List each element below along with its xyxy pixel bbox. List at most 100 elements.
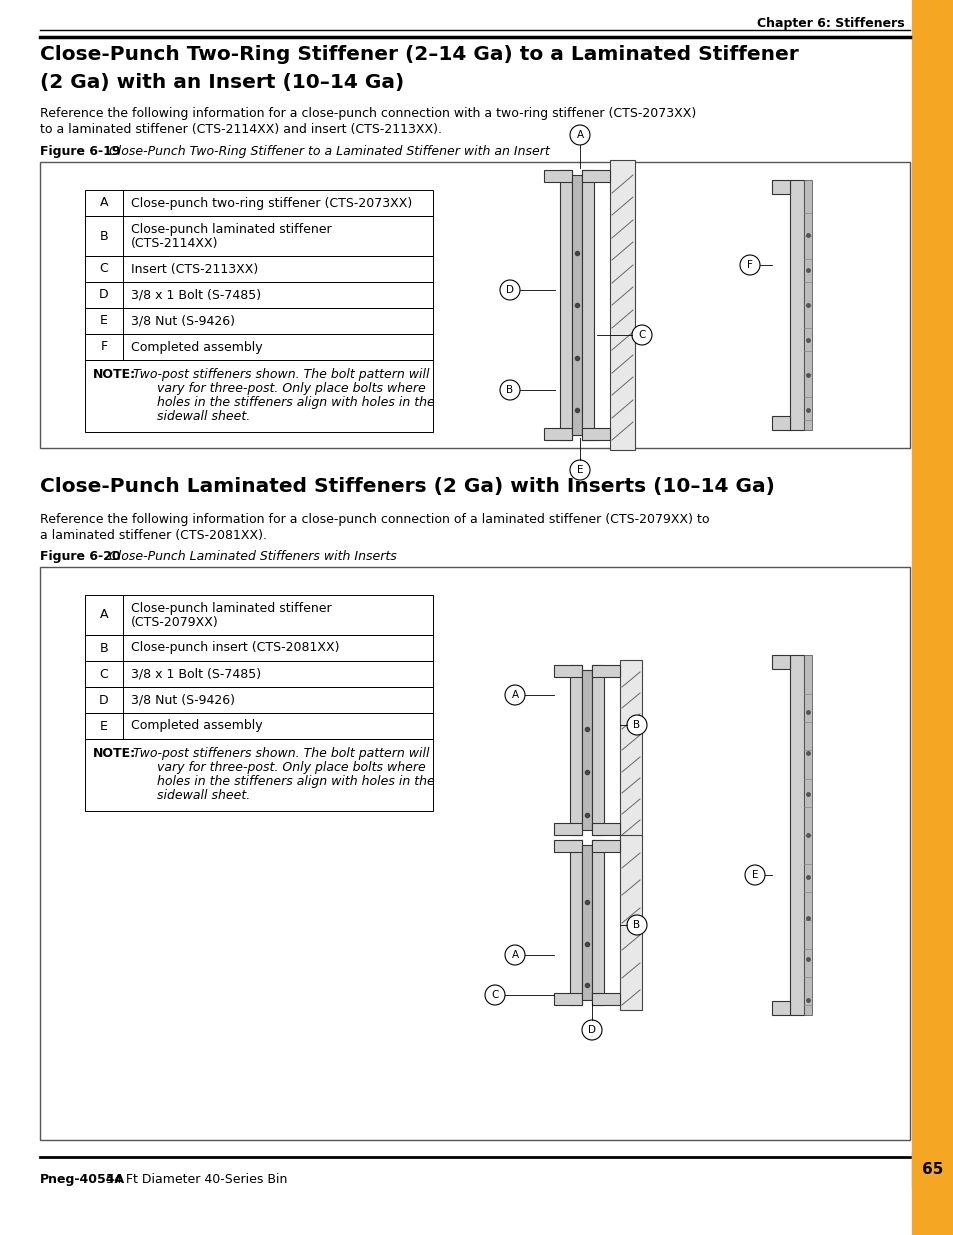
Text: D: D [505,285,514,295]
Bar [592,993,619,1005]
Bar [581,845,592,1000]
Circle shape [504,685,524,705]
Text: to a laminated stiffener (CTS-2114XX) and insert (CTS-2113XX).: to a laminated stiffener (CTS-2114XX) an… [40,124,441,136]
Bar [592,664,619,677]
Circle shape [631,325,651,345]
Text: B: B [99,230,109,242]
Bar [40,162,909,448]
Text: Completed assembly: Completed assembly [131,720,262,732]
Text: Insert (CTS-2113XX): Insert (CTS-2113XX) [131,263,258,275]
Bar [581,170,594,440]
Bar [85,282,433,308]
Text: sidewall sheet.: sidewall sheet. [132,789,250,802]
Bar [592,840,619,852]
Text: C: C [638,330,645,340]
Bar [771,180,789,194]
Bar [569,664,581,835]
Text: E: E [751,869,758,881]
Circle shape [626,915,646,935]
Text: NOTE:: NOTE: [92,747,136,760]
Text: Chapter 6: Stiffeners: Chapter 6: Stiffeners [757,17,904,30]
Bar [554,993,581,1005]
Text: F: F [746,261,752,270]
Text: B: B [506,385,513,395]
Bar [592,823,619,835]
Text: a laminated stiffener (CTS-2081XX).: a laminated stiffener (CTS-2081XX). [40,529,267,542]
Bar [559,170,572,440]
Bar [85,333,433,359]
Text: Reference the following information for a close-punch connection with a two-ring: Reference the following information for … [40,107,696,120]
Circle shape [626,715,646,735]
Text: sidewall sheet.: sidewall sheet. [132,410,250,424]
Text: Close-punch two-ring stiffener (CTS-2073XX): Close-punch two-ring stiffener (CTS-2073… [131,196,412,210]
Bar [771,655,789,669]
Text: Close-Punch Two-Ring Stiffener (2–14 Ga) to a Laminated Stiffener: Close-Punch Two-Ring Stiffener (2–14 Ga)… [40,44,798,64]
Text: A: A [100,609,108,621]
Text: 3/8 Nut (S-9426): 3/8 Nut (S-9426) [131,694,234,706]
Bar [581,170,609,182]
Bar [609,161,635,450]
Text: D: D [99,289,109,301]
Text: Reference the following information for a close-punch connection of a laminated : Reference the following information for … [40,513,709,526]
Text: 3/8 Nut (S-9426): 3/8 Nut (S-9426) [131,315,234,327]
Bar [85,190,433,216]
Bar [803,655,811,1015]
Text: holes in the stiffeners align with holes in the: holes in the stiffeners align with holes… [132,776,435,788]
Text: A: A [511,690,518,700]
Circle shape [744,864,764,885]
Text: B: B [633,920,639,930]
Bar [543,170,572,182]
Bar [85,713,433,739]
Bar [554,823,581,835]
Text: Close-Punch Laminated Stiffeners with Inserts: Close-Punch Laminated Stiffeners with In… [105,550,396,563]
Bar [592,664,603,835]
Text: D: D [99,694,109,706]
Bar [554,664,581,677]
Bar [543,429,572,440]
Text: Close-Punch Laminated Stiffeners (2 Ga) with Inserts (10–14 Ga): Close-Punch Laminated Stiffeners (2 Ga) … [40,477,774,496]
Text: C: C [99,263,109,275]
Circle shape [484,986,504,1005]
Bar [789,180,803,430]
Circle shape [504,945,524,965]
Text: E: E [100,720,108,732]
Bar [619,835,641,1010]
Text: A: A [576,130,583,140]
Circle shape [740,254,760,275]
Circle shape [581,1020,601,1040]
Bar [85,661,433,687]
Bar [771,1002,789,1015]
Bar [619,659,641,840]
Bar [592,840,603,1005]
Bar [85,595,433,635]
Bar [85,308,433,333]
Bar [581,671,592,830]
Bar [85,359,433,432]
Text: C: C [99,667,109,680]
Text: vary for three-post. Only place bolts where: vary for three-post. Only place bolts wh… [132,382,425,395]
Circle shape [499,280,519,300]
Circle shape [569,125,589,144]
Text: (2 Ga) with an Insert (10–14 Ga): (2 Ga) with an Insert (10–14 Ga) [40,73,404,91]
Text: 3/8 x 1 Bolt (S-7485): 3/8 x 1 Bolt (S-7485) [131,667,261,680]
Bar [569,840,581,1005]
Bar [85,687,433,713]
Bar [85,216,433,256]
Text: Close-punch laminated stiffener: Close-punch laminated stiffener [131,601,332,615]
Text: Figure 6-19: Figure 6-19 [40,144,120,158]
Bar [85,256,433,282]
Circle shape [499,380,519,400]
Text: Close-Punch Two-Ring Stiffener to a Laminated Stiffener with an Insert: Close-Punch Two-Ring Stiffener to a Lami… [105,144,549,158]
Bar [771,416,789,430]
Text: vary for three-post. Only place bolts where: vary for three-post. Only place bolts wh… [132,761,425,774]
Text: holes in the stiffeners align with holes in the: holes in the stiffeners align with holes… [132,396,435,409]
Bar [803,180,811,430]
Text: B: B [99,641,109,655]
Bar [554,840,581,852]
Text: C: C [491,990,498,1000]
Bar [911,0,953,1235]
Text: (CTS-2079XX): (CTS-2079XX) [131,616,218,629]
Bar [789,655,803,1015]
Text: A: A [511,950,518,960]
Text: Pneg-4054A: Pneg-4054A [40,1173,125,1186]
